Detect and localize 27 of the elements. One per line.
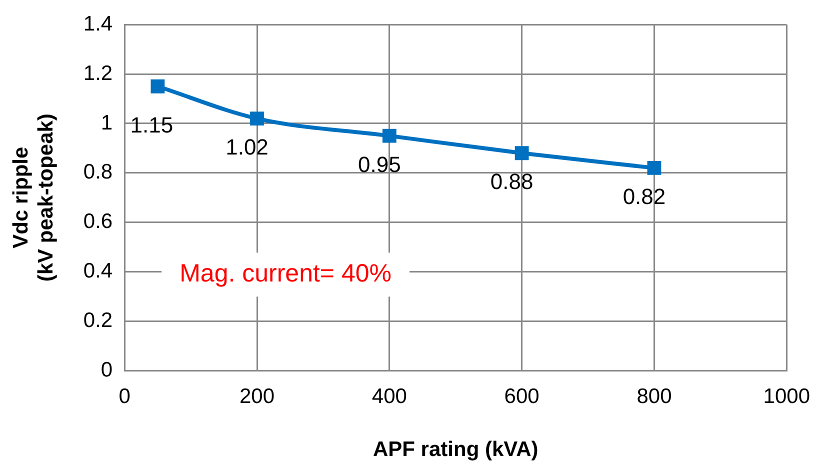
- y-tick-label: 1.2: [83, 62, 113, 85]
- x-axis-title: APF rating (kVA): [372, 438, 538, 462]
- y-tick-label: 0.6: [83, 210, 113, 234]
- data-label: 1.15: [130, 112, 174, 138]
- data-label: 0.95: [358, 152, 401, 177]
- y-tick-label: 0.8: [83, 160, 113, 184]
- data-label: 1.02: [226, 134, 268, 160]
- x-tick-label: 200: [239, 384, 275, 408]
- y-tick-label: 1: [100, 111, 113, 134]
- x-tick-label: 400: [372, 384, 407, 408]
- y-tick-label: 0.2: [83, 308, 113, 332]
- point: [150, 79, 165, 94]
- annotation: Mag. current= 40%: [180, 259, 392, 288]
- point: [647, 160, 662, 175]
- x-tick-label: 800: [636, 384, 672, 408]
- data-label: 0.88: [490, 169, 534, 194]
- y-tick-label: 1.4: [83, 12, 113, 36]
- x-tick-label: 600: [504, 384, 540, 408]
- y-tick-label: 0.4: [83, 260, 113, 283]
- point: [250, 112, 264, 126]
- y-tick-label: 0: [100, 358, 113, 382]
- x-tick-label: 0: [118, 384, 130, 408]
- point: [382, 128, 396, 143]
- x-tick-label: 1000: [763, 384, 810, 408]
- y-axis-title: Vdc ripple (kV peak-topeak): [9, 114, 58, 282]
- data-label: 0.82: [622, 184, 666, 210]
- point: [514, 146, 529, 160]
